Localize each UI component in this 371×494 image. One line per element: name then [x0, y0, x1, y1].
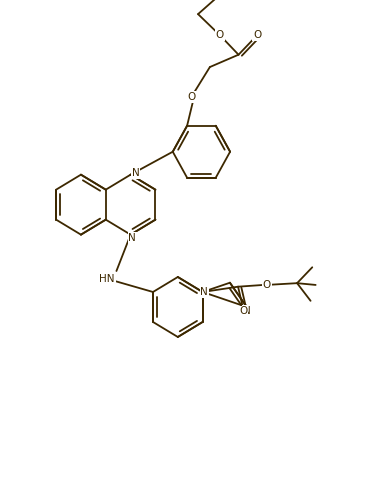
Text: O: O	[253, 30, 261, 41]
Text: N: N	[200, 287, 208, 297]
Text: O: O	[187, 92, 196, 102]
Text: N: N	[243, 306, 251, 316]
Text: O: O	[239, 306, 247, 316]
Text: O: O	[216, 30, 224, 41]
Text: HN: HN	[99, 274, 115, 284]
Text: N: N	[128, 233, 136, 243]
Text: O: O	[263, 280, 271, 290]
Text: N: N	[132, 168, 139, 178]
